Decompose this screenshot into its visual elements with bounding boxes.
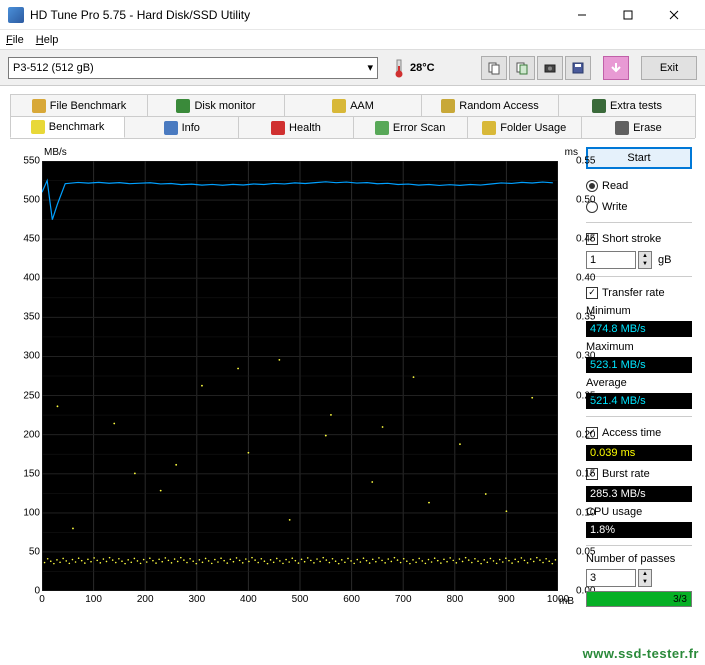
tab-label: Error Scan xyxy=(393,122,446,134)
menubar: File Help xyxy=(0,30,705,50)
menu-file[interactable]: File xyxy=(6,34,24,46)
minimize-button[interactable] xyxy=(559,0,605,30)
progress-bar: 3/3 xyxy=(586,591,692,607)
tab-file-benchmark[interactable]: File Benchmark xyxy=(10,94,148,116)
short-stroke-spinner[interactable]: ▲▼ xyxy=(638,251,652,269)
tab-icon xyxy=(32,99,46,113)
tab-folder-usage[interactable]: Folder Usage xyxy=(467,116,582,138)
read-radio[interactable] xyxy=(586,180,598,192)
drive-select[interactable]: P3-512 (512 gB) ▾ xyxy=(8,57,378,79)
tab-aam[interactable]: AAM xyxy=(284,94,422,116)
screenshot-button[interactable] xyxy=(537,56,563,80)
passes-label: Number of passes xyxy=(586,553,692,565)
benchmark-chart xyxy=(42,161,558,591)
start-button[interactable]: Start xyxy=(586,147,692,169)
watermark: www.ssd-tester.fr xyxy=(583,646,699,661)
min-value: 474.8 MB/s xyxy=(586,321,692,337)
tab-label: Health xyxy=(289,122,321,134)
tab-benchmark[interactable]: Benchmark xyxy=(10,116,125,138)
write-label: Write xyxy=(602,201,627,213)
passes-input[interactable]: 3 xyxy=(586,569,636,587)
chevron-down-icon: ▾ xyxy=(367,61,373,74)
tab-label: Info xyxy=(182,122,200,134)
menu-help[interactable]: Help xyxy=(36,34,59,46)
titlebar: HD Tune Pro 5.75 - Hard Disk/SSD Utility xyxy=(0,0,705,30)
avg-label: Average xyxy=(586,377,692,389)
tab-health[interactable]: Health xyxy=(238,116,353,138)
tabs-row-1: File Benchmark Disk monitor AAM Random Acce… xyxy=(10,94,695,117)
progress-text: 3/3 xyxy=(673,594,687,605)
side-panel: Start Read Write ✓Short stroke 1 ▲▼ gB ✓… xyxy=(586,147,692,617)
window-controls xyxy=(559,0,697,30)
cpu-label: CPU usage xyxy=(586,506,692,518)
access-time-value: 0.039 ms xyxy=(586,445,692,461)
max-value: 523.1 MB/s xyxy=(586,357,692,373)
read-label: Read xyxy=(602,180,628,192)
tab-icon xyxy=(592,99,606,113)
tab-label: AAM xyxy=(350,100,374,112)
tab-icon xyxy=(615,121,629,135)
exit-button[interactable]: Exit xyxy=(641,56,697,80)
short-stroke-input[interactable]: 1 xyxy=(586,251,636,269)
app-icon xyxy=(8,7,24,23)
tab-icon xyxy=(271,121,285,135)
burst-rate-value: 285.3 MB/s xyxy=(586,486,692,502)
passes-spinner[interactable]: ▲▼ xyxy=(638,569,652,587)
tab-icon xyxy=(482,121,496,135)
tab-icon xyxy=(441,99,455,113)
transfer-rate-label: Transfer rate xyxy=(602,287,665,299)
chart-svg xyxy=(42,161,558,591)
tab-random-access[interactable]: Random Access xyxy=(421,94,559,116)
save-button[interactable] xyxy=(565,56,591,80)
drive-select-value: P3-512 (512 gB) xyxy=(13,62,94,74)
tab-icon xyxy=(164,121,178,135)
chart-area: MB/s ms mB 00.00500.051000.101500.152000… xyxy=(10,147,580,617)
max-label: Maximum xyxy=(586,341,692,353)
maximize-button[interactable] xyxy=(605,0,651,30)
tab-icon xyxy=(375,121,389,135)
tab-label: Benchmark xyxy=(49,121,105,133)
tab-erase[interactable]: Erase xyxy=(581,116,696,138)
copy-button[interactable] xyxy=(481,56,507,80)
toolbar: P3-512 (512 gB) ▾ 28°C Exit xyxy=(0,50,705,86)
transfer-rate-checkbox[interactable]: ✓ xyxy=(586,287,598,299)
cpu-value: 1.8% xyxy=(586,522,692,538)
tab-disk-monitor[interactable]: Disk monitor xyxy=(147,94,285,116)
options-button[interactable] xyxy=(603,56,629,80)
tab-error-scan[interactable]: Error Scan xyxy=(353,116,468,138)
temperature: 28°C xyxy=(392,58,435,78)
y-axis-left-label: MB/s xyxy=(44,147,67,158)
tab-icon xyxy=(31,120,45,134)
temperature-value: 28°C xyxy=(410,62,435,74)
tab-label: Erase xyxy=(633,122,662,134)
short-stroke-unit: gB xyxy=(658,254,671,266)
tabs-row-2: Benchmark Info Health Error Scan Folder Usag… xyxy=(10,116,695,139)
tab-icon xyxy=(332,99,346,113)
burst-rate-label: Burst rate xyxy=(602,468,650,480)
tab-label: File Benchmark xyxy=(50,100,126,112)
tab-label: Disk monitor xyxy=(194,100,255,112)
tab-label: Extra tests xyxy=(610,100,662,112)
short-stroke-label: Short stroke xyxy=(602,233,661,245)
close-button[interactable] xyxy=(651,0,697,30)
tab-label: Random Access xyxy=(459,100,538,112)
tab-icon xyxy=(176,99,190,113)
tab-info[interactable]: Info xyxy=(124,116,239,138)
min-label: Minimum xyxy=(586,305,692,317)
copy-text-button[interactable] xyxy=(509,56,535,80)
tab-label: Folder Usage xyxy=(500,122,566,134)
thermometer-icon xyxy=(392,58,406,78)
tab-extra-tests[interactable]: Extra tests xyxy=(558,94,696,116)
access-time-label: Access time xyxy=(602,427,661,439)
window-title: HD Tune Pro 5.75 - Hard Disk/SSD Utility xyxy=(30,8,559,22)
avg-value: 521.4 MB/s xyxy=(586,393,692,409)
